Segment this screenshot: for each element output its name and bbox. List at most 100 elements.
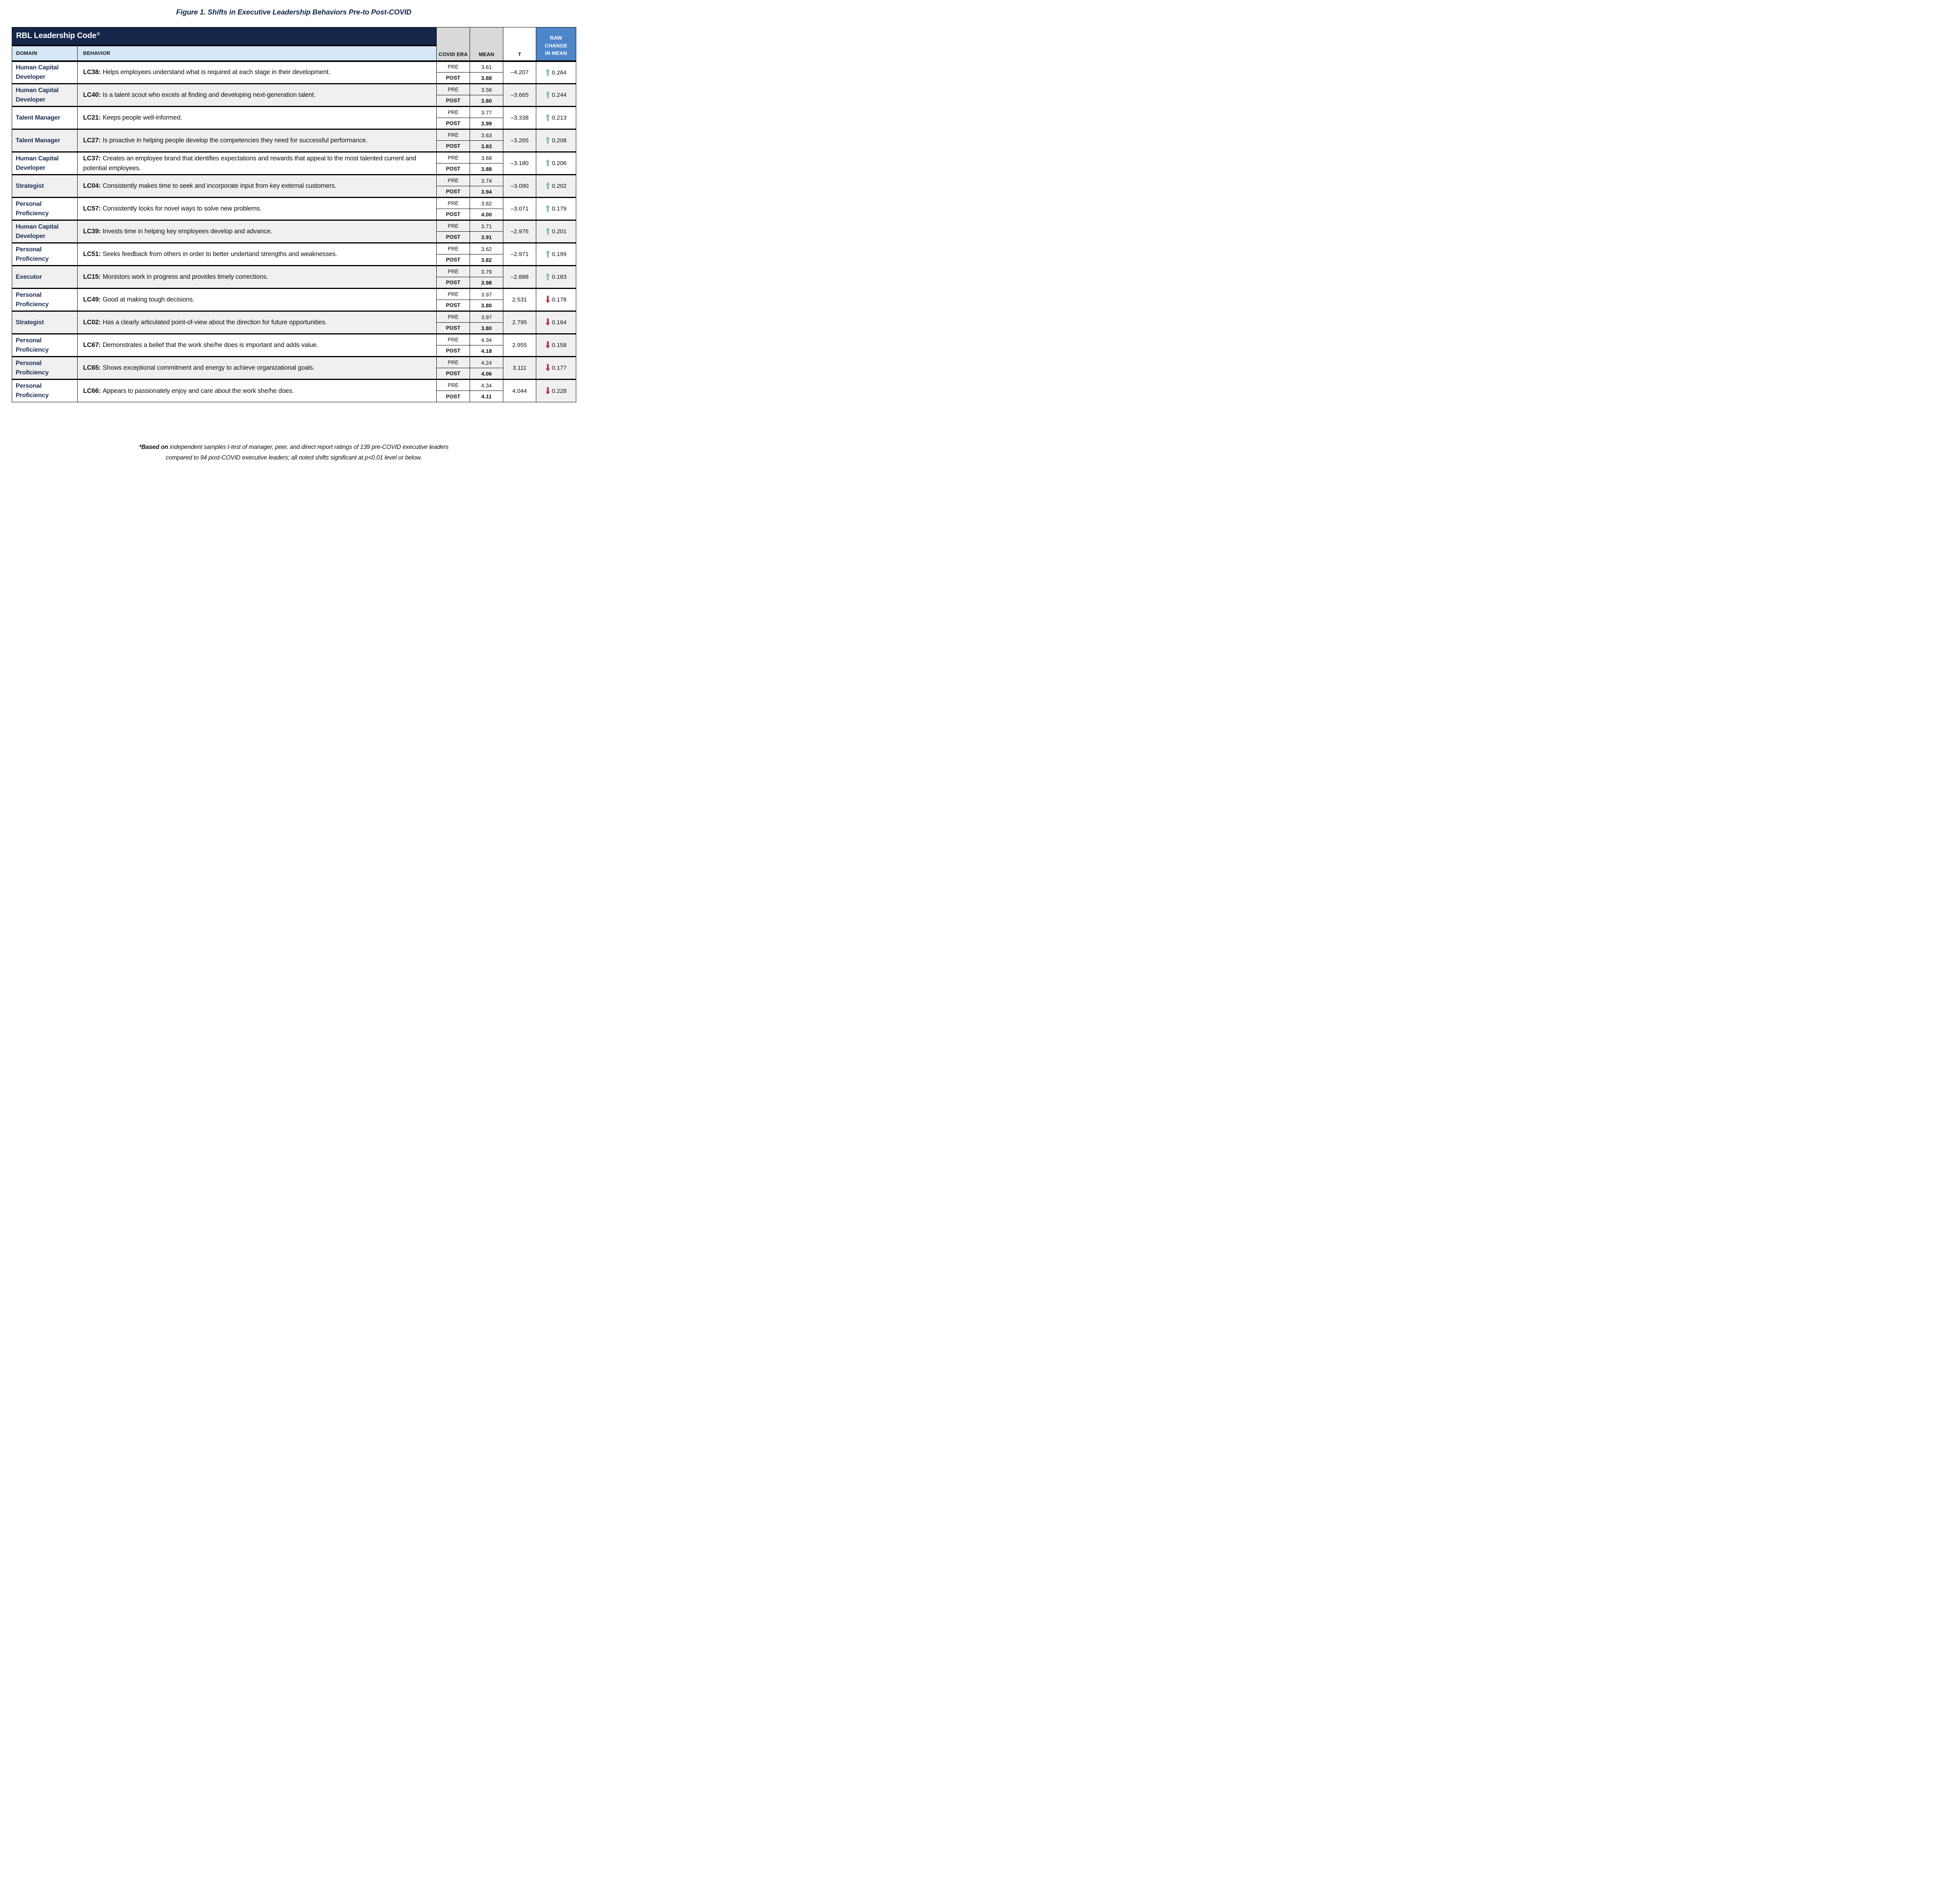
behavior-code: LC67: xyxy=(83,342,101,349)
table-row-post: POST 4.18 xyxy=(12,345,576,357)
covid-era-pre-cell: PRE xyxy=(436,220,470,232)
behavior-cell: LC02: Has a clearly articulated point-of-… xyxy=(77,311,437,334)
domain-cell: Human Capital Developer xyxy=(12,220,78,243)
raw-change-cell: 0.244 xyxy=(536,84,577,107)
table-row-post: POST 3.80 xyxy=(12,95,576,107)
behavior-cell: LC39: Invests time in helping key employe… xyxy=(77,220,437,243)
behavior-cell: LC66: Appears to passionately enjoy and c… xyxy=(77,379,437,402)
mean-pre-cell: 4.24 xyxy=(470,356,504,368)
behavior-code: LC65: xyxy=(83,364,101,372)
domain-label: Strategist xyxy=(16,182,44,189)
domain-label: Human Capital Developer xyxy=(16,155,59,171)
t-value-cell: –2.976 xyxy=(503,220,537,243)
covid-era-post-cell: POST xyxy=(436,322,470,334)
t-value-cell: –3.665 xyxy=(503,84,537,107)
raw-change-cell: 0.228 xyxy=(536,379,577,402)
table-row-pre: Personal Proficiency LC65: Shows exceptio… xyxy=(12,356,577,380)
raw-change-cell: 0.164 xyxy=(536,311,577,334)
raw-change-cell: 0.206 xyxy=(536,152,577,175)
t-value-cell: –3.180 xyxy=(503,152,537,175)
covid-era-pre-cell: PRE xyxy=(436,84,470,95)
domain-cell: Personal Proficiency xyxy=(12,288,78,312)
domain-cell: Strategist xyxy=(12,311,78,334)
trend-arrow-icon xyxy=(545,68,550,76)
raw-change-value: 0.164 xyxy=(552,319,567,326)
mean-post-cell: 3.91 xyxy=(470,231,504,243)
leadership-table: RBL Leadership Code® COVID ERA MEAN T RA… xyxy=(11,27,577,402)
table-row-pre: Personal Proficiency LC66: Appears to pas… xyxy=(12,379,577,402)
behavior-code: LC21: xyxy=(83,114,101,122)
raw-change-value: 0.208 xyxy=(552,137,567,144)
brand-label: RBL Leadership Code xyxy=(16,31,96,40)
covid-era-post-cell: POST xyxy=(436,163,470,175)
domain-cell: Executor xyxy=(12,265,78,289)
behavior-text: Seeks feedback from others in order to b… xyxy=(102,251,338,258)
raw-change-cell: 0.213 xyxy=(536,106,577,130)
table-row-post: POST 3.88 xyxy=(12,72,576,84)
table-row-post: POST 3.80 xyxy=(12,300,576,312)
behavior-text: Is proactive in helping people develop t… xyxy=(102,137,368,144)
footnote-line2: compared to 94 post-COVID executive lead… xyxy=(165,454,422,461)
domain-label: Personal Proficiency xyxy=(16,337,49,353)
domain-cell: Talent Manager xyxy=(12,129,78,153)
raw-change-value: 0.228 xyxy=(552,387,567,394)
raw-change-cell: 0.201 xyxy=(536,220,577,243)
table-row-post: POST 3.83 xyxy=(12,140,576,153)
mean-pre-cell: 3.61 xyxy=(470,61,504,73)
covid-era-post-cell: POST xyxy=(436,231,470,243)
raw-change-cell: 0.158 xyxy=(536,334,577,357)
behavior-code: LC04: xyxy=(83,182,101,190)
trend-arrow-icon xyxy=(545,296,550,303)
raw-change-header-line: IN MEAN xyxy=(545,50,567,56)
behavior-text: Keeps people well-informed. xyxy=(102,114,182,122)
raw-change-cell: 0.183 xyxy=(536,265,577,289)
covid-era-pre-cell: PRE xyxy=(436,265,470,277)
mean-post-cell: 4.11 xyxy=(470,391,504,402)
mean-pre-cell: 3.71 xyxy=(470,220,504,232)
raw-change-header-line: RAW xyxy=(550,35,562,41)
t-value-cell: –3.071 xyxy=(503,197,537,221)
behavior-code: LC49: xyxy=(83,296,101,303)
raw-change-value: 0.178 xyxy=(552,296,567,303)
covid-era-pre-cell: PRE xyxy=(436,197,470,209)
mean-post-cell: 3.98 xyxy=(470,277,504,289)
covid-era-pre-cell: PRE xyxy=(436,174,470,186)
behavior-code: LC37: xyxy=(83,154,101,162)
mean-pre-cell: 4.34 xyxy=(470,379,504,391)
table-row-post: POST 3.94 xyxy=(12,186,576,198)
behavior-text: Helps employees understand what is requi… xyxy=(102,69,330,76)
domain-label: Personal Proficiency xyxy=(16,246,49,262)
behavior-cell: LC21: Keeps people well-informed. xyxy=(77,106,437,130)
covid-era-post-cell: POST xyxy=(436,345,470,357)
trend-arrow-icon xyxy=(545,182,550,189)
behavior-code: LC51: xyxy=(83,251,101,258)
trend-arrow-icon xyxy=(545,205,550,212)
behavior-text: Consistently looks for novel ways to sol… xyxy=(102,205,261,213)
trend-arrow-icon xyxy=(545,273,550,280)
covid-era-post-cell: POST xyxy=(436,209,470,221)
covid-era-pre-cell: PRE xyxy=(436,379,470,391)
covid-era-pre-cell: PRE xyxy=(436,311,470,323)
t-header: T xyxy=(503,27,537,62)
mean-post-cell: 3.99 xyxy=(470,118,504,130)
mean-post-cell: 4.06 xyxy=(470,368,504,380)
table-row-post: POST 3.99 xyxy=(12,118,576,130)
covid-era-post-cell: POST xyxy=(436,118,470,130)
mean-pre-cell: 3.63 xyxy=(470,129,504,141)
domain-cell: Strategist xyxy=(12,174,78,198)
behavior-text: Monistors work in progress and provides … xyxy=(102,273,268,281)
behavior-text: Appears to passionately enjoy and care a… xyxy=(102,387,294,394)
raw-change-value: 0.206 xyxy=(552,160,567,167)
covid-era-pre-cell: PRE xyxy=(436,243,470,254)
footnote-bold: *Based on xyxy=(139,444,168,451)
domain-label: Executor xyxy=(16,273,42,280)
table-row-pre: Personal Proficiency LC57: Consistently l… xyxy=(12,197,577,221)
behavior-text: Invests time in helping key employees de… xyxy=(102,228,272,235)
mean-post-cell: 4.00 xyxy=(470,209,504,221)
table-row-post: POST 3.98 xyxy=(12,277,576,289)
raw-change-cell: 0.178 xyxy=(536,288,577,312)
table-row-pre: Personal Proficiency LC67: Demonstrates a… xyxy=(12,334,577,357)
covid-era-pre-cell: PRE xyxy=(436,61,470,73)
trend-arrow-icon xyxy=(545,341,550,349)
table-header-row-2: DOMAIN BEHAVIOR xyxy=(12,45,576,62)
